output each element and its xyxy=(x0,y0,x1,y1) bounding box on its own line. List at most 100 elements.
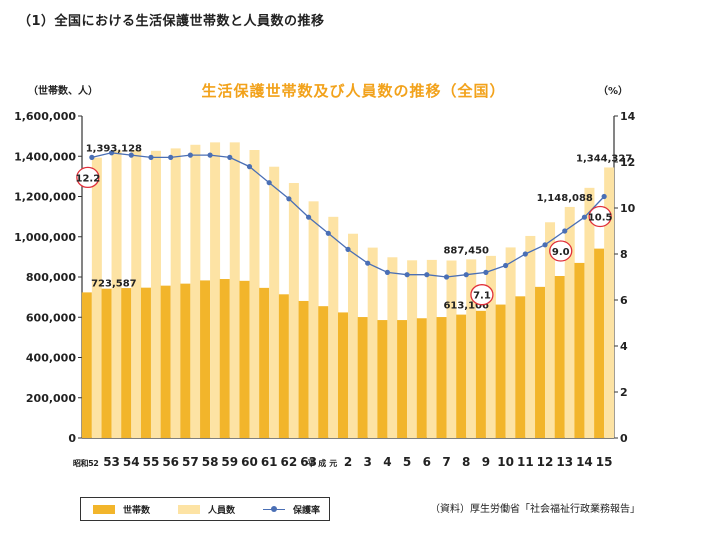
legend-item-households: 世帯数 xyxy=(93,503,150,516)
bar-persons xyxy=(525,235,536,438)
legend-label-rate: 保護率 xyxy=(293,505,321,516)
category-label: 57 xyxy=(182,455,199,469)
rate-point xyxy=(286,196,292,202)
right-tick-label: 8 xyxy=(620,248,628,261)
category-label: 昭和52 xyxy=(73,458,99,468)
legend-line-icon xyxy=(263,505,286,514)
value-annotation: 723,587 xyxy=(91,278,137,289)
category-label: 53 xyxy=(103,455,120,469)
category-label: 12 xyxy=(537,455,554,469)
bar-households xyxy=(259,287,270,438)
rate-point xyxy=(365,260,371,266)
category-label: 62 xyxy=(281,455,298,469)
rate-point xyxy=(601,193,607,200)
bar-households xyxy=(140,287,151,438)
bar-households xyxy=(495,304,506,438)
left-axis-unit: （世帯数、人） xyxy=(28,86,98,97)
rate-point xyxy=(581,214,588,220)
left-tick-label: 400,000 xyxy=(26,352,76,365)
bar-persons xyxy=(328,216,339,438)
category-label: 55 xyxy=(143,455,160,469)
category-label: 5 xyxy=(403,455,411,469)
category-label: 13 xyxy=(556,455,573,469)
value-annotation: 1,344,327 xyxy=(576,153,632,164)
rate-point xyxy=(404,272,410,278)
bar-households xyxy=(121,288,132,438)
right-axis-unit: （%） xyxy=(598,86,629,97)
bar-persons xyxy=(584,187,595,438)
category-label: 63 xyxy=(300,455,317,469)
right-tick-label: 10 xyxy=(620,202,636,215)
bar-households xyxy=(515,296,526,438)
rate-point xyxy=(187,152,193,158)
category-label: 10 xyxy=(497,455,514,469)
bar-persons xyxy=(348,233,358,438)
category-label: 2 xyxy=(344,455,352,469)
rate-circle xyxy=(76,166,100,189)
rate-point xyxy=(207,152,213,158)
bar-households xyxy=(219,279,230,438)
bar-households xyxy=(574,262,585,438)
bar-households xyxy=(554,275,565,438)
bar-persons xyxy=(505,247,516,438)
page-heading: （1）全国における生活保護世帯数と人員数の推移 xyxy=(18,14,325,29)
bar-households xyxy=(180,283,191,438)
bar-households xyxy=(200,280,211,438)
bar-households xyxy=(456,314,467,438)
legend-swatch-households xyxy=(93,504,115,514)
rate-point xyxy=(483,269,489,275)
bar-persons xyxy=(446,260,457,438)
bar-households xyxy=(475,310,486,438)
bar-households xyxy=(298,300,309,438)
rate-point xyxy=(542,242,548,248)
category-label: 14 xyxy=(576,455,593,469)
rate-point xyxy=(503,262,509,269)
left-tick-label: 600,000 xyxy=(26,311,76,324)
category-label: 60 xyxy=(241,455,258,469)
bar-households xyxy=(160,285,171,438)
category-label: 15 xyxy=(596,455,613,469)
bar-persons xyxy=(229,142,240,438)
category-label: 3 xyxy=(364,455,372,469)
bar-households xyxy=(81,292,92,438)
right-tick-label: 14 xyxy=(620,110,636,123)
bar-persons xyxy=(387,257,398,438)
rate-circle-label: 9.0 xyxy=(552,247,570,258)
category-label: 9 xyxy=(482,455,490,469)
rate-point xyxy=(522,251,528,257)
bar-persons xyxy=(249,150,260,439)
rate-point xyxy=(246,164,253,170)
bar-households xyxy=(239,280,250,438)
category-label: 6 xyxy=(423,455,431,469)
rate-point xyxy=(384,269,391,275)
rate-point xyxy=(227,154,233,160)
left-tick-label: 1,200,000 xyxy=(14,191,76,204)
legend-swatch-persons xyxy=(178,504,201,514)
category-label: 7 xyxy=(442,455,450,469)
rate-point xyxy=(108,150,115,156)
rate-point xyxy=(463,272,469,278)
right-tick-label: 12 xyxy=(620,156,635,169)
rate-point xyxy=(305,214,312,220)
category-label: 59 xyxy=(221,455,238,469)
bar-persons xyxy=(170,148,181,438)
category-label: 11 xyxy=(517,455,534,469)
rate-point xyxy=(168,154,174,160)
bar-persons xyxy=(91,157,102,438)
value-annotation: 1,148,088 xyxy=(537,193,593,204)
bar-households xyxy=(357,317,368,438)
right-tick-label: 0 xyxy=(620,432,628,445)
left-tick-label: 0 xyxy=(68,432,76,445)
bar-persons xyxy=(466,259,477,438)
bar-persons xyxy=(150,150,161,438)
bar-households xyxy=(101,288,112,438)
right-tick-label: 6 xyxy=(620,294,628,307)
rate-point xyxy=(266,180,272,186)
bar-persons xyxy=(407,260,418,438)
bar-households xyxy=(594,248,605,438)
rate-point xyxy=(89,154,95,160)
rate-point xyxy=(128,152,134,158)
legend-label-persons: 人員数 xyxy=(208,505,236,516)
bar-persons xyxy=(485,255,496,438)
rate-point xyxy=(424,272,430,278)
